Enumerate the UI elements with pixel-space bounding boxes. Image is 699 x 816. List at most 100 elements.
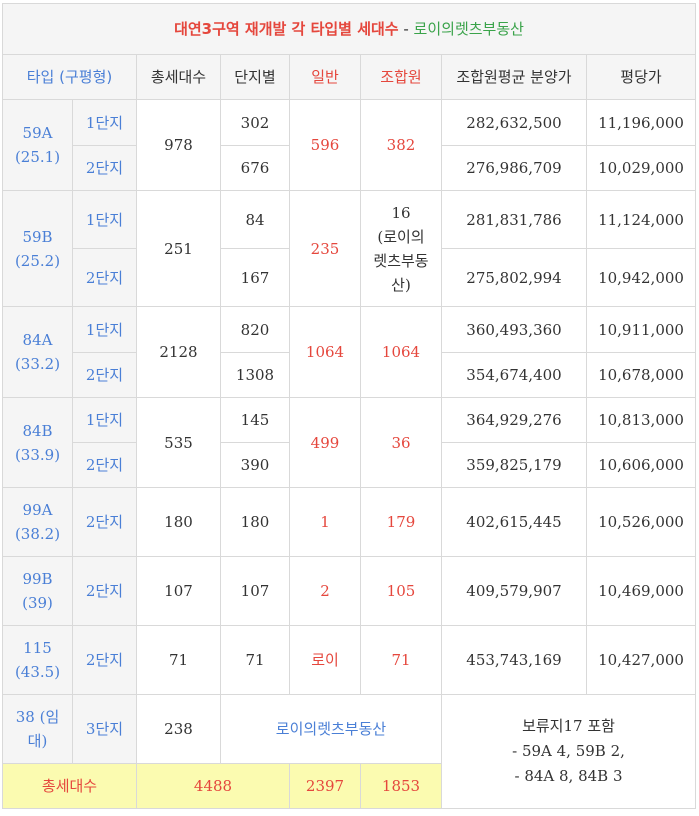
title-brand: 로이의렛츠부동산 — [413, 20, 524, 38]
total-cell: 238 — [136, 694, 221, 764]
ppp-cell: 11,124,000 — [585, 190, 697, 249]
price-cell: 409,579,907 — [441, 556, 587, 626]
complex-cell: 1단지 — [72, 306, 137, 353]
note-line: - 84A 8, 84B 3 — [514, 767, 623, 785]
type-cell-99a: 99A (38.2) — [2, 487, 73, 557]
table-row: 2단지 390 359,825,179 10,606,000 — [3, 442, 697, 488]
count-cell: 167 — [220, 248, 290, 307]
general-cell: 1 — [289, 487, 361, 557]
count-cell: 390 — [220, 442, 290, 488]
complex-cell: 2단지 — [72, 442, 137, 488]
totals-general: 2397 — [289, 763, 361, 809]
table-row: 38 (임 대) 3단지 238 로이의렛츠부동산 보류지17 포함 - 59A … — [2, 694, 697, 809]
type-cell-99b: 99B (39) — [2, 556, 73, 626]
price-cell: 360,493,360 — [441, 306, 587, 353]
general-cell: 로이 — [289, 625, 361, 695]
table-row: 99B (39) 2단지 107 107 2 105 409,579,907 10… — [2, 556, 697, 626]
table-title: 대연3구역 재개발 각 타입별 세대수 - 로이의렛츠부동산 — [1, 3, 697, 55]
price-cell: 281,831,786 — [441, 190, 587, 249]
member-cell: 1064 — [360, 306, 442, 398]
price-cell: 275,802,994 — [441, 248, 587, 307]
member-value: 16 — [391, 203, 411, 222]
table-row: 84B (33.9) 1단지 535 145 499 36 364,929,276… — [2, 397, 697, 488]
header-total: 총세대수 — [136, 54, 221, 100]
complex-cell: 2단지 — [72, 248, 137, 307]
count-cell: 180 — [220, 487, 290, 557]
total-cell: 251 — [136, 190, 221, 307]
ppp-cell: 11,196,000 — [585, 99, 697, 146]
ppp-cell: 10,678,000 — [585, 352, 697, 398]
watermark-note-line: 렛츠부동 — [373, 251, 429, 270]
type-cell-84a: 84A (33.2) — [2, 306, 73, 398]
header-type: 타입 (구평형) — [2, 54, 137, 100]
note-cell: 보류지17 포함 - 59A 4, 59B 2, - 84A 8, 84B 3 — [440, 694, 697, 809]
watermark-note-line: 산) — [391, 275, 411, 294]
type-cell-59a: 59A (25.1) — [2, 99, 73, 191]
type-cell-38: 38 (임 대) — [2, 694, 73, 764]
complex-cell: 2단지 — [72, 625, 137, 695]
note-line: 보류지17 포함 — [522, 717, 615, 735]
price-cell: 359,825,179 — [441, 442, 587, 488]
price-cell: 354,674,400 — [441, 352, 587, 398]
header-member-avg-price: 조합원평균 분양가 — [441, 54, 587, 100]
price-cell: 282,632,500 — [441, 99, 587, 146]
total-cell: 71 — [136, 625, 221, 695]
complex-cell: 2단지 — [72, 487, 137, 557]
member-cell: 382 — [360, 99, 442, 191]
complex-cell: 1단지 — [72, 190, 137, 249]
title-main: 대연3구역 재개발 각 타입별 세대수 — [174, 20, 399, 38]
unit-type-table: 대연3구역 재개발 각 타입별 세대수 - 로이의렛츠부동산 타입 (구평형) … — [1, 3, 697, 809]
complex-cell: 2단지 — [72, 352, 137, 398]
price-cell: 276,986,709 — [441, 145, 587, 191]
total-cell: 978 — [136, 99, 221, 191]
table-row: 84A (33.2) 1단지 2128 820 1064 1064 360,493… — [2, 306, 697, 398]
title-separator: - — [398, 20, 414, 38]
count-cell: 71 — [220, 625, 290, 695]
ppp-cell: 10,942,000 — [585, 248, 697, 307]
watermark-note-line: (로이의 — [377, 227, 425, 246]
member-cell: 36 — [360, 397, 442, 488]
general-cell: 235 — [289, 190, 361, 307]
count-cell: 302 — [220, 99, 290, 146]
count-cell: 107 — [220, 556, 290, 626]
table-row: 59A (25.1) 1단지 978 302 596 382 282,632,50… — [2, 99, 697, 191]
type-cell-84b: 84B (33.9) — [2, 397, 73, 488]
table-row: 99A (38.2) 2단지 180 180 1 179 402,615,445 … — [2, 487, 697, 557]
member-cell: 179 — [360, 487, 442, 557]
count-cell: 145 — [220, 397, 290, 443]
price-cell: 453,743,169 — [441, 625, 587, 695]
total-cell: 2128 — [136, 306, 221, 398]
totals-member: 1853 — [360, 763, 442, 809]
table-row: 2단지 1308 354,674,400 10,678,000 — [3, 352, 697, 398]
count-cell: 820 — [220, 306, 290, 353]
member-cell: 16 (로이의 렛츠부동 산) — [360, 190, 442, 307]
header-complex-count: 단지별 — [220, 54, 290, 100]
complex-cell: 1단지 — [72, 99, 137, 146]
type-cell-115: 115 (43.5) — [2, 625, 73, 695]
member-cell: 105 — [360, 556, 442, 626]
header-price-per-pyeong: 평당가 — [585, 54, 697, 100]
price-cell: 364,929,276 — [441, 397, 587, 443]
totals-total: 4488 — [136, 763, 290, 809]
complex-cell: 3단지 — [72, 694, 137, 764]
ppp-cell: 10,813,000 — [585, 397, 697, 443]
table-row: 115 (43.5) 2단지 71 71 로이 71 453,743,169 10… — [2, 625, 697, 695]
totals-row: 총세대수 4488 2397 1853 — [2, 763, 696, 809]
ppp-cell: 10,427,000 — [585, 625, 697, 695]
header-member: 조합원 — [360, 54, 442, 100]
count-cell: 1308 — [220, 352, 290, 398]
complex-cell: 1단지 — [72, 397, 137, 443]
table-row: 59B (25.2) 1단지 251 84 235 16 (로이의 렛츠부동 산)… — [2, 190, 697, 307]
general-cell: 2 — [289, 556, 361, 626]
note-line: - 59A 4, 59B 2, — [512, 742, 625, 760]
member-cell: 71 — [360, 625, 442, 695]
header-general: 일반 — [289, 54, 361, 100]
watermark-merged-cell: 로이의렛츠부동산 — [220, 694, 442, 764]
count-cell: 676 — [220, 145, 290, 191]
ppp-cell: 10,606,000 — [585, 442, 697, 488]
count-cell: 84 — [220, 190, 290, 249]
price-cell: 402,615,445 — [441, 487, 587, 557]
total-cell: 107 — [136, 556, 221, 626]
ppp-cell: 10,469,000 — [585, 556, 697, 626]
total-cell: 180 — [136, 487, 221, 557]
